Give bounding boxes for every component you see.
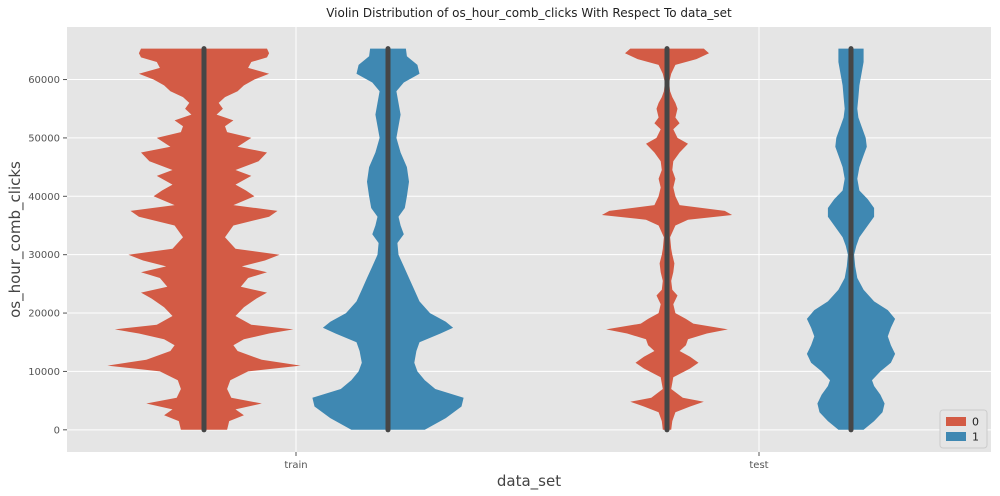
legend-label-0: 0 [972,416,979,429]
y-tick-label: 10000 [28,367,60,378]
y-tick-label: 20000 [28,309,60,320]
legend-swatch-1 [946,432,966,441]
y-tick-label: 50000 [28,133,60,144]
x-tick-label: test [749,460,768,471]
y-tick-label: 30000 [28,250,60,261]
y-tick-label: 40000 [28,192,60,203]
y-tick-label: 60000 [28,75,60,86]
chart-title: Violin Distribution of os_hour_comb_clic… [326,6,732,20]
x-tick-label: train [284,460,307,471]
y-tick-label: 0 [54,425,60,436]
inner-markers [201,46,854,433]
legend-label-1: 1 [972,431,979,444]
legend-box [939,409,988,449]
legend: 01 [939,409,988,449]
y-ticks: 0 10000 20000 30000 40000 50000 60000 [28,75,67,436]
x-axis-label: data_set [497,472,561,491]
x-ticks: train test [284,452,769,471]
y-axis-label: os_hour_comb_clicks [6,161,25,318]
legend-swatch-0 [946,417,966,426]
